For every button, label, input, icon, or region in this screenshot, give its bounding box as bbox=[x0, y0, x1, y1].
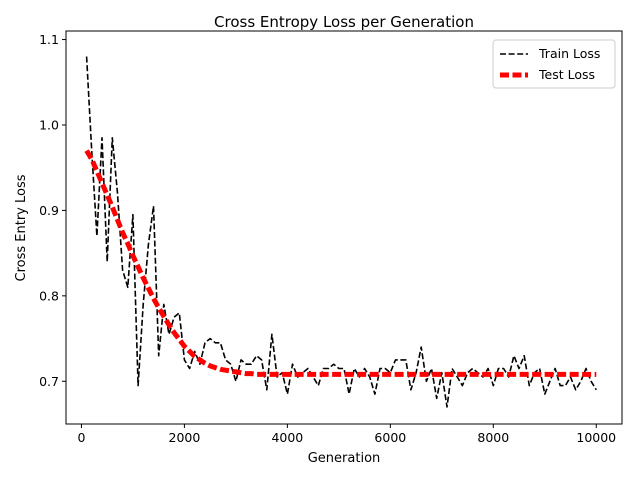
legend: Train Loss Test Loss bbox=[492, 39, 616, 89]
y-tick-label: 0.9 bbox=[39, 203, 59, 218]
series-line-train-loss bbox=[85, 56, 597, 408]
x-tick-label: 4000 bbox=[271, 430, 303, 445]
y-axis: 0.7 0.8 0.9 1.0 1.1 bbox=[39, 32, 66, 389]
x-axis: 0 2000 4000 6000 8000 10000 bbox=[77, 424, 616, 445]
chart-title: Cross Entropy Loss per Generation bbox=[214, 13, 474, 31]
series-line-test-loss bbox=[84, 149, 597, 377]
legend-label-test: Test Loss bbox=[538, 67, 595, 82]
y-tick-label: 0.7 bbox=[39, 374, 59, 389]
x-tick-label: 2000 bbox=[169, 430, 201, 445]
y-tick-label: 1.1 bbox=[39, 32, 59, 47]
plot-frame bbox=[65, 30, 623, 425]
x-tick-label: 0 bbox=[77, 430, 85, 445]
y-axis-label: Cross Entry Loss bbox=[14, 174, 29, 281]
y-tick-label: 0.8 bbox=[39, 288, 59, 303]
legend-box bbox=[492, 39, 616, 89]
x-tick-label: 8000 bbox=[477, 430, 509, 445]
x-tick-label: 10000 bbox=[576, 430, 616, 445]
x-tick-label: 6000 bbox=[374, 430, 406, 445]
legend-label-train: Train Loss bbox=[538, 46, 600, 61]
y-tick-label: 1.0 bbox=[39, 117, 59, 132]
series-layer bbox=[84, 56, 597, 408]
x-axis-label: Generation bbox=[308, 451, 381, 466]
